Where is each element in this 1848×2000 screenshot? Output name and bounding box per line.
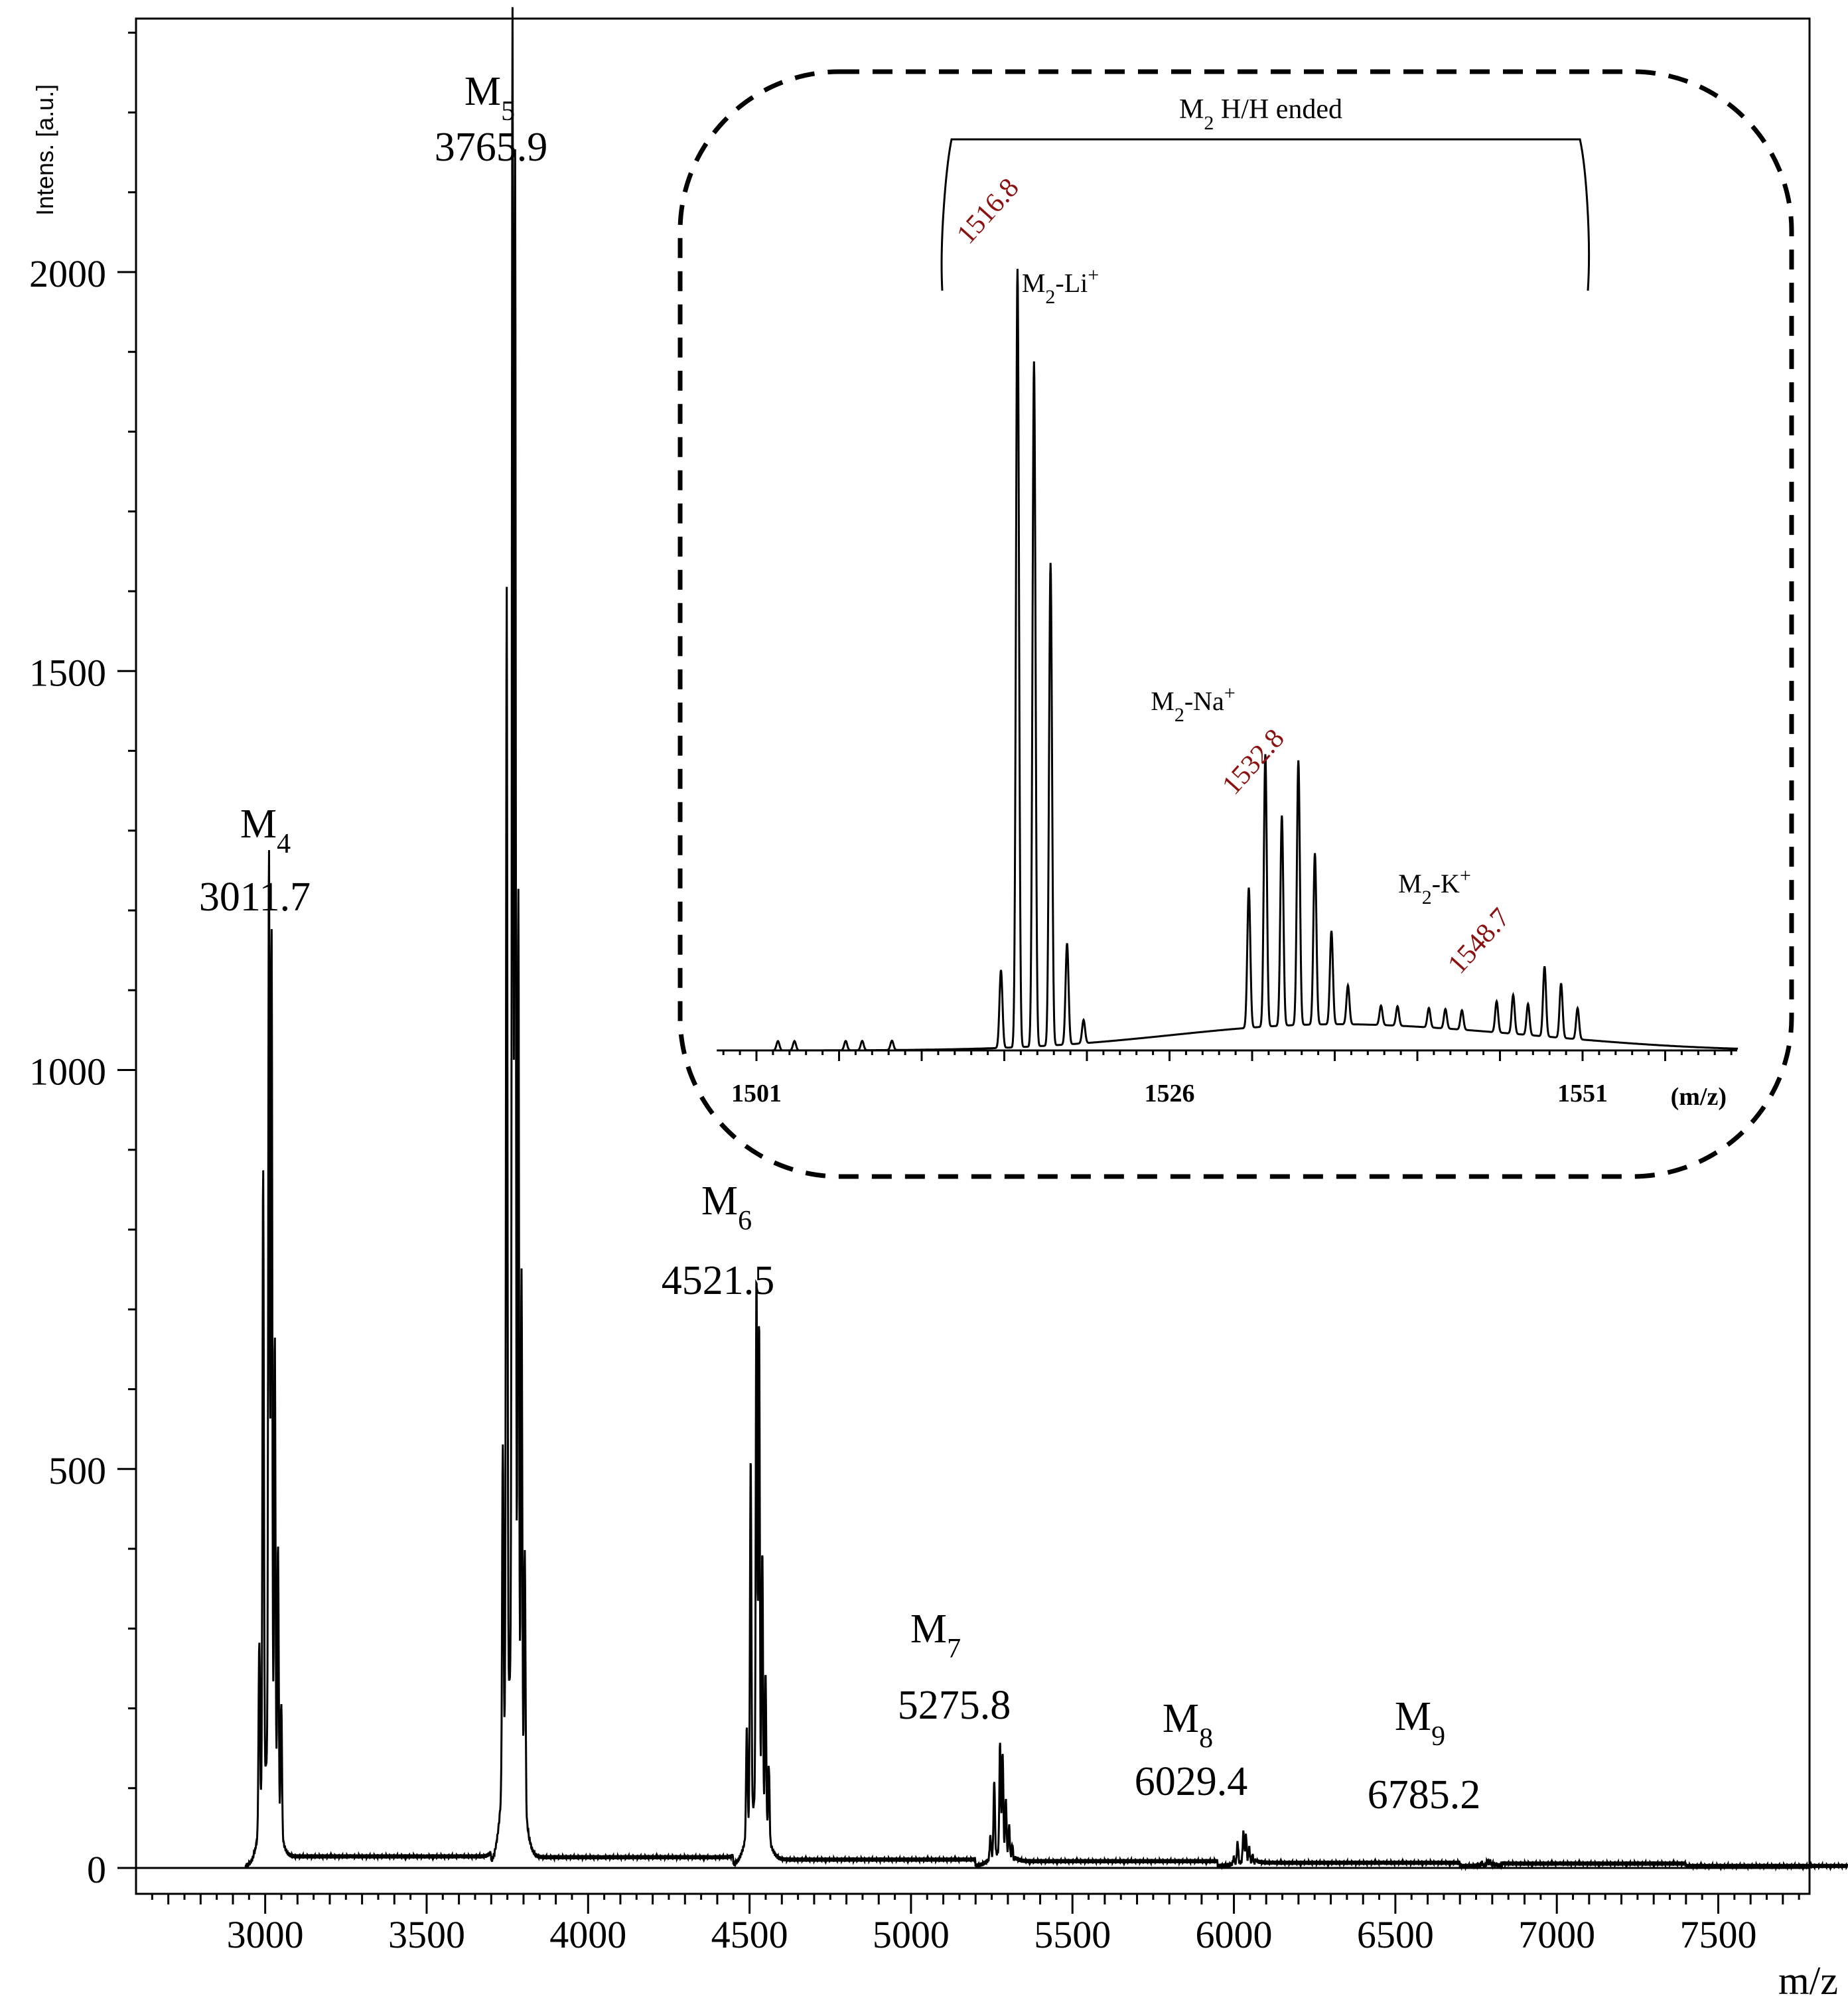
inset-group-label: M2-K+ (1398, 865, 1471, 908)
y-tick-label: 1000 (29, 1050, 106, 1094)
x-axis-title: m/z (1778, 1959, 1838, 2000)
peak-mass-label: 3765.9 (435, 125, 548, 170)
inset-bracket-label: M2 H/H ended (1179, 94, 1342, 134)
inset-x-tick-label: 1501 (731, 1080, 782, 1107)
peak-mass-label: 6029.4 (1135, 1759, 1248, 1804)
x-tick-label: 6000 (1196, 1913, 1273, 1956)
x-tick-label: 4500 (711, 1913, 788, 1956)
inset-bracket (940, 138, 1591, 291)
peak-name-label: M5 (464, 69, 515, 127)
y-axis-title: Intens. [a.u.] (31, 84, 58, 216)
inset-group-label: M2-Li+ (1022, 264, 1099, 308)
peak-name-label: M8 (1163, 1696, 1213, 1754)
spectrum-trace (194, 7, 1848, 1872)
peak-mass-label: 6785.2 (1368, 1772, 1481, 1818)
plot-frame (135, 17, 1811, 1895)
inset-x-axis-title: (m/z) (1671, 1083, 1727, 1111)
y-tick-label: 1500 (29, 651, 106, 694)
peak-name-label: M7 (910, 1607, 961, 1664)
x-tick-label: 5500 (1034, 1913, 1111, 1956)
peak-name-label: M9 (1395, 1694, 1445, 1752)
peak-mass-label: 3011.7 (199, 875, 311, 920)
x-tick-label: 6500 (1357, 1913, 1434, 1956)
y-tick-label: 2000 (29, 252, 106, 295)
peak-name-label: M6 (701, 1179, 752, 1236)
x-tick-label: 3000 (227, 1913, 304, 1956)
x-tick-label: 4000 (549, 1913, 626, 1956)
peak-mass-label: 5275.8 (898, 1683, 1011, 1728)
inset-x-tick-label: 1551 (1557, 1080, 1608, 1107)
peak-mass-label: 4521.5 (662, 1258, 775, 1303)
x-tick-label: 3500 (388, 1913, 465, 1956)
inset-spectrum: 1501 1526 1551 (m/z)M2 H/H endedM2-Li+1516.… (717, 94, 1739, 1111)
inset-group-label: M2-Na+ (1151, 682, 1235, 726)
x-tick-label: 7500 (1680, 1913, 1757, 1956)
inset-x-tick-label: 1526 (1145, 1080, 1195, 1107)
y-tick-label: 0 (87, 1848, 106, 1891)
peak-name-label: M4 (240, 802, 291, 859)
axes: 3000 3500 4000 4500 5000 5500 6000 6500 7000 7500… (29, 31, 1838, 2000)
inset-frame (677, 69, 1794, 1179)
inset-spectrum-trace (717, 269, 1739, 1052)
x-tick-label: 7000 (1518, 1913, 1595, 1956)
x-tick-label: 5000 (873, 1913, 950, 1956)
y-tick-label: 500 (48, 1449, 106, 1492)
